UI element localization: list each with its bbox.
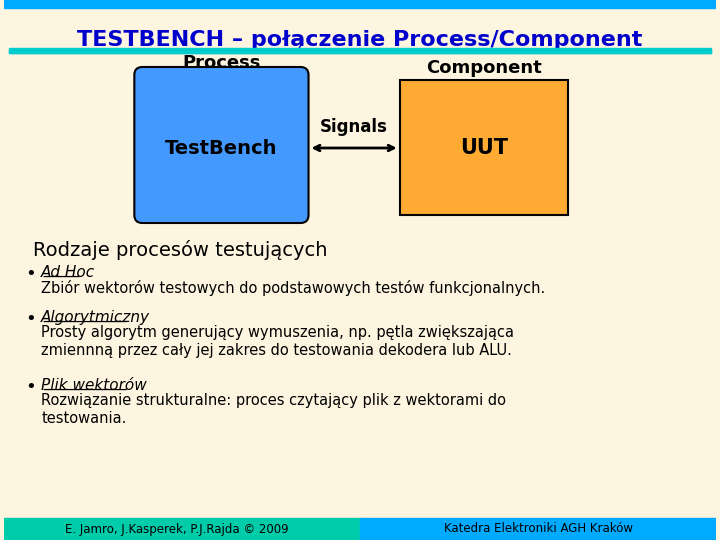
Text: Rodzaje procesów testujących: Rodzaje procesów testujących — [33, 240, 328, 260]
Text: Katedra Elektroniki AGH Kraków: Katedra Elektroniki AGH Kraków — [444, 523, 633, 536]
Text: Zbiór wektorów testowych do podstawowych testów funkcjonalnych.: Zbiór wektorów testowych do podstawowych… — [41, 280, 546, 296]
Text: Algorytmiczny: Algorytmiczny — [41, 310, 150, 325]
Text: •: • — [25, 310, 36, 328]
Bar — [360, 518, 716, 540]
Text: UUT: UUT — [459, 138, 508, 158]
Text: TestBench: TestBench — [165, 138, 278, 158]
Text: Signals: Signals — [320, 118, 388, 136]
Text: •: • — [25, 378, 36, 396]
Text: •: • — [25, 265, 36, 283]
Text: E. Jamro, J.Kasperek, P.J.Rajda © 2009: E. Jamro, J.Kasperek, P.J.Rajda © 2009 — [65, 523, 289, 536]
Text: Plik wektorów: Plik wektorów — [41, 378, 147, 393]
Text: Rozwiązanie strukturalne: proces czytający plik z wektorami do
testowania.: Rozwiązanie strukturalne: proces czytają… — [41, 394, 506, 426]
Text: Ad Hoc: Ad Hoc — [41, 265, 96, 280]
FancyBboxPatch shape — [135, 67, 309, 223]
Text: TESTBENCH – połączenie Process/Component: TESTBENCH – połączenie Process/Component — [77, 30, 643, 50]
Text: Component: Component — [426, 59, 541, 77]
Text: Process: Process — [182, 54, 261, 72]
Text: Prosty algorytm generujący wymuszenia, np. pętla zwiększająca
zmiennną przez cał: Prosty algorytm generujący wymuszenia, n… — [41, 326, 514, 358]
Bar — [400, 80, 568, 215]
Bar — [4, 518, 360, 540]
Bar — [4, 0, 716, 8]
Bar — [9, 50, 711, 53]
Bar — [9, 48, 711, 53]
